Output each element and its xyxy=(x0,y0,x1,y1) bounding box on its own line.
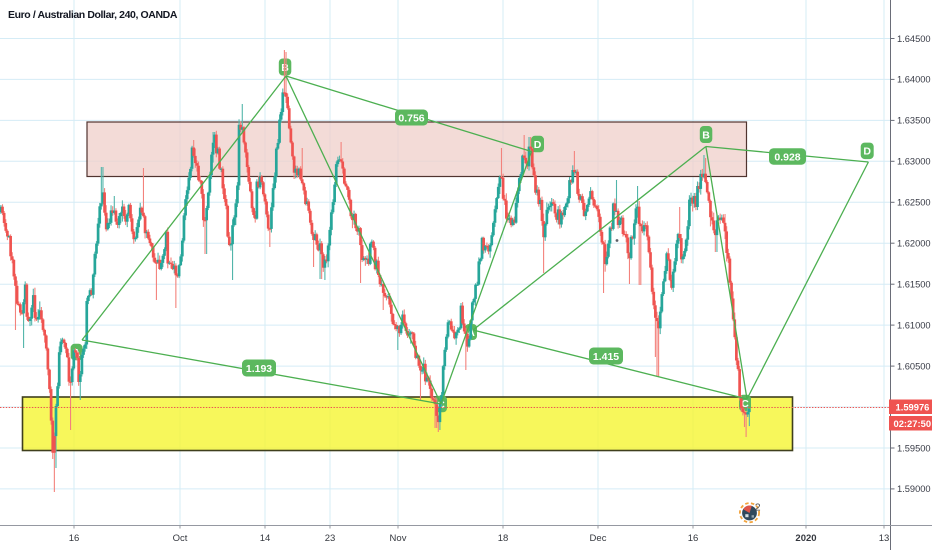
svg-text:16: 16 xyxy=(69,533,80,544)
svg-text:D: D xyxy=(534,139,542,151)
svg-text:1.62500: 1.62500 xyxy=(897,198,931,208)
svg-text:1.59000: 1.59000 xyxy=(897,484,931,494)
svg-text:2: 2 xyxy=(755,502,761,514)
svg-text:02:27:50: 02:27:50 xyxy=(894,418,932,429)
svg-text:1.193: 1.193 xyxy=(246,363,272,375)
svg-text:16: 16 xyxy=(688,533,699,544)
svg-text:0.756: 0.756 xyxy=(398,112,424,124)
svg-text:1.59976: 1.59976 xyxy=(896,402,930,413)
svg-text:Oct: Oct xyxy=(173,533,188,544)
svg-text:Dec: Dec xyxy=(590,533,607,544)
svg-text:1.63500: 1.63500 xyxy=(897,116,931,126)
svg-text:1.60500: 1.60500 xyxy=(897,361,931,371)
svg-text:1.61000: 1.61000 xyxy=(897,320,931,330)
svg-text:2020: 2020 xyxy=(795,533,816,544)
svg-text:23: 23 xyxy=(325,533,336,544)
svg-text:B: B xyxy=(281,62,289,74)
svg-text:14: 14 xyxy=(260,533,271,544)
svg-text:Nov: Nov xyxy=(390,533,407,544)
svg-text:C: C xyxy=(741,398,749,410)
svg-text:13: 13 xyxy=(879,533,890,544)
svg-text:1.61500: 1.61500 xyxy=(897,280,931,290)
svg-text:Euro / Australian Dollar, 240,: Euro / Australian Dollar, 240, OANDA xyxy=(8,9,178,21)
svg-text:1.64000: 1.64000 xyxy=(897,75,931,85)
svg-text:1.64500: 1.64500 xyxy=(897,34,931,44)
svg-text:1.59500: 1.59500 xyxy=(897,443,931,453)
svg-text:B: B xyxy=(702,129,710,141)
svg-text:D: D xyxy=(863,146,871,158)
svg-text:0.928: 0.928 xyxy=(774,151,800,163)
svg-text:1.415: 1.415 xyxy=(593,351,619,363)
svg-text:1.63000: 1.63000 xyxy=(897,157,931,167)
svg-text:1.62000: 1.62000 xyxy=(897,239,931,249)
svg-text:18: 18 xyxy=(498,533,509,544)
